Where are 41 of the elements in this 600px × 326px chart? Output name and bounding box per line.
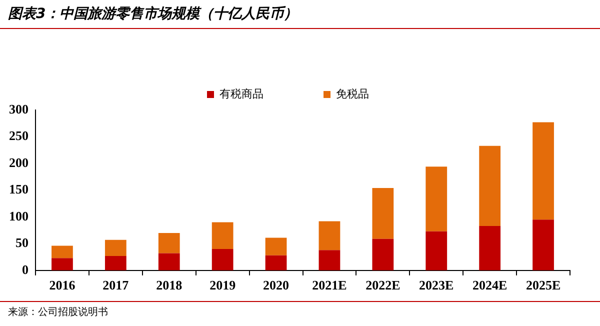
chart-title: 图表3：中国旅游零售市场规模（十亿人民币） bbox=[0, 0, 600, 29]
x-tick-label: 2019 bbox=[210, 278, 236, 293]
x-tick-label: 2024E bbox=[472, 278, 508, 293]
bar bbox=[52, 258, 73, 270]
bar bbox=[265, 238, 287, 256]
y-tick-label: 300 bbox=[9, 101, 28, 116]
x-tick-label: 2016 bbox=[49, 278, 76, 293]
y-tick-label: 150 bbox=[9, 182, 28, 197]
x-tick-label: 2017 bbox=[102, 278, 130, 293]
source-note: 来源：公司招股说明书 bbox=[0, 301, 600, 325]
bar bbox=[532, 220, 554, 270]
bar bbox=[212, 222, 234, 250]
bar bbox=[158, 253, 180, 270]
x-tick-label: 2022E bbox=[366, 278, 400, 293]
bar bbox=[372, 188, 394, 239]
legend-label: 免税品 bbox=[336, 87, 369, 100]
x-tick-label: 2025E bbox=[526, 278, 561, 293]
bar bbox=[426, 166, 448, 232]
x-tick-label: 2021E bbox=[312, 278, 347, 293]
bar bbox=[318, 250, 340, 270]
bar bbox=[372, 238, 394, 270]
y-tick-label: 100 bbox=[9, 208, 28, 224]
y-tick-label: 50 bbox=[16, 235, 28, 250]
bar bbox=[318, 221, 340, 250]
bar bbox=[265, 255, 287, 270]
bar bbox=[479, 226, 501, 270]
bar bbox=[158, 232, 180, 254]
bar bbox=[426, 231, 448, 270]
legend-label: 有税商品 bbox=[220, 87, 264, 100]
y-tick-label: 200 bbox=[9, 154, 28, 170]
bar bbox=[212, 249, 234, 270]
y-tick-label: 0 bbox=[22, 262, 28, 277]
bar bbox=[532, 122, 554, 220]
bar bbox=[479, 146, 501, 226]
bar bbox=[52, 246, 73, 258]
x-tick-label: 2018 bbox=[156, 278, 183, 293]
bar bbox=[104, 240, 126, 256]
y-tick-label: 250 bbox=[9, 128, 28, 144]
x-tick-label: 2023E bbox=[419, 278, 454, 293]
x-tick-label: 2020 bbox=[263, 278, 290, 293]
bar bbox=[104, 256, 126, 270]
